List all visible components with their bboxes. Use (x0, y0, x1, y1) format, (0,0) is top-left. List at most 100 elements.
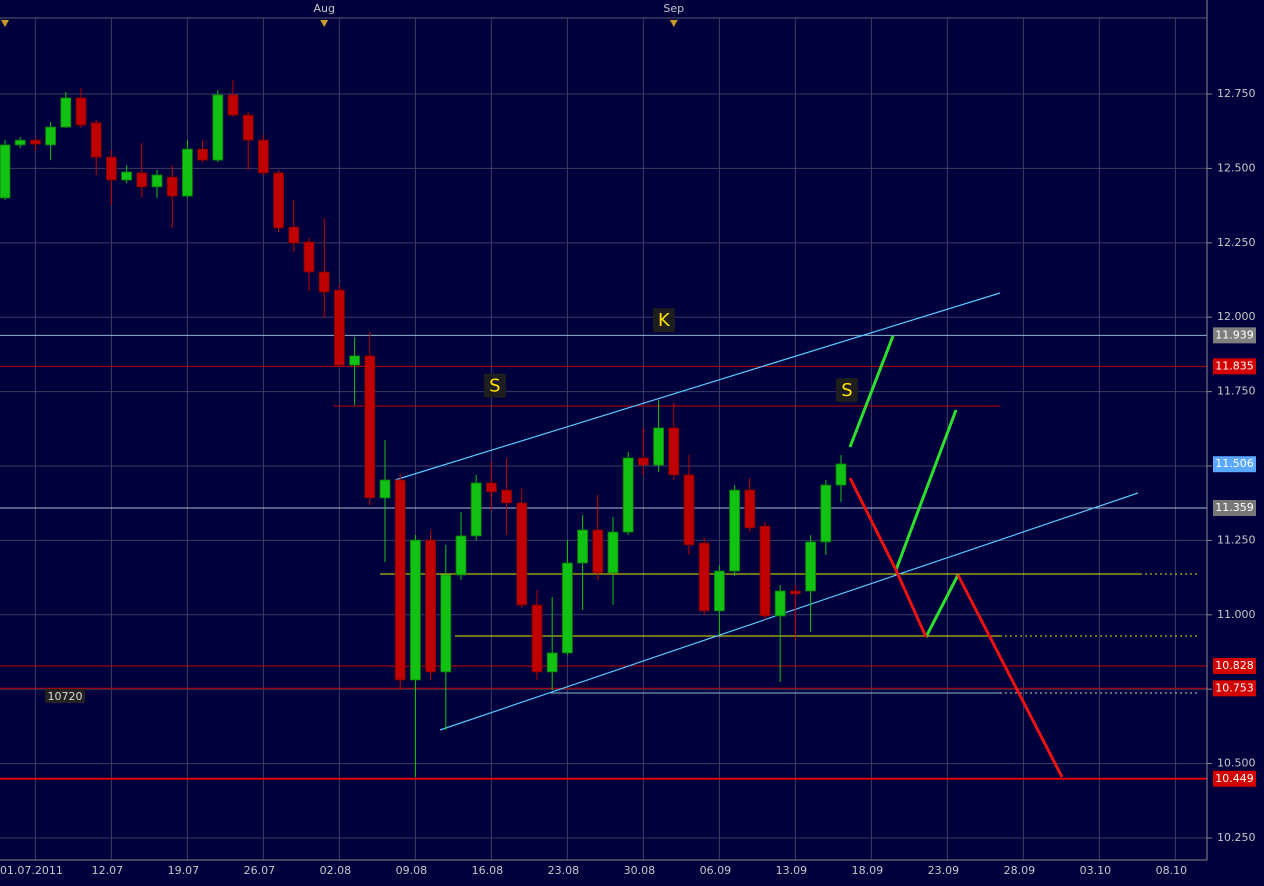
axes (0, 0, 1208, 861)
candle-body (774, 590, 786, 617)
candle-body (45, 126, 57, 146)
annotation-box (835, 378, 858, 403)
candle-body (744, 489, 756, 529)
candle-body (470, 482, 482, 537)
annotation-box (652, 308, 675, 333)
candle-body (212, 94, 224, 161)
candle-body (182, 148, 193, 197)
x-tick-label: 12.07 (92, 864, 124, 877)
y-tick-label: 11.750 (1217, 385, 1256, 398)
y-tick-label: 12.000 (1217, 310, 1256, 323)
x-tick-label: 23.09 (928, 864, 960, 877)
candle-body (683, 474, 695, 546)
candle-body (121, 171, 133, 181)
candle-body (318, 271, 330, 293)
month-marker (320, 20, 329, 27)
candle-body (349, 355, 361, 366)
candle-body (486, 482, 497, 493)
x-tick-label: 19.07 (168, 864, 200, 877)
candle-body (835, 463, 847, 486)
candle-body (334, 289, 345, 366)
level-box (1213, 499, 1256, 516)
candle-body (668, 427, 680, 476)
annotation-box (45, 689, 86, 704)
y-tick-label: 12.750 (1217, 87, 1256, 100)
candle-body (637, 457, 649, 466)
y-tick-label: 10.500 (1217, 757, 1256, 770)
candle-body (622, 457, 634, 533)
y-tick-label: 12.500 (1217, 161, 1256, 174)
level-box (1213, 680, 1256, 697)
candle-body (242, 114, 254, 141)
drawings (333, 292, 1197, 731)
candle-body (379, 479, 391, 499)
candle-body (653, 427, 664, 466)
candle-body (607, 531, 619, 574)
candle-body (0, 144, 11, 199)
level-label: 11.506 (1215, 457, 1254, 470)
candle-body (90, 122, 102, 158)
level-box (1213, 327, 1256, 344)
level-box (1213, 657, 1256, 674)
month-marker (669, 20, 678, 27)
candle-body (273, 172, 285, 229)
candle-body (197, 148, 209, 161)
candle-body (227, 94, 239, 116)
x-tick-label: 01.07.2011 (0, 864, 63, 877)
y-tick-label: 11.250 (1217, 533, 1256, 546)
candle-body (410, 539, 421, 681)
candle-body (394, 479, 406, 681)
y-tick-label: 10.250 (1217, 831, 1256, 844)
candle-body (440, 574, 452, 673)
level-label: 11.939 (1215, 328, 1254, 341)
candle-body (166, 176, 178, 197)
x-tick-label: 28.09 (1004, 864, 1036, 877)
channel-top (394, 292, 1001, 481)
candle-body (288, 226, 300, 244)
candle-body (516, 502, 528, 606)
projections (848, 335, 1064, 778)
x-tick-label: 02.08 (320, 864, 352, 877)
y-tick-label: 11.000 (1217, 608, 1256, 621)
bear-path (848, 477, 928, 638)
candle-body (501, 489, 513, 504)
candle-body (729, 489, 740, 572)
level-box (1213, 770, 1256, 787)
candle-body (60, 97, 72, 128)
candle-body (592, 529, 604, 574)
candle-body (106, 156, 117, 181)
level-box (1213, 358, 1256, 375)
annotation: 10720 (48, 690, 83, 703)
candle-body (531, 604, 543, 673)
x-tick-label: 13.09 (776, 864, 808, 877)
candle-body (759, 525, 771, 617)
x-tick-label: 03.10 (1080, 864, 1112, 877)
bull-arrow (924, 574, 960, 638)
candle-body (455, 535, 467, 576)
bull-arrow (894, 409, 958, 571)
candle-body (546, 652, 558, 673)
candle-body (75, 97, 87, 126)
annotation: S (489, 376, 500, 397)
x-tick-label: 09.08 (396, 864, 428, 877)
candle-body (151, 174, 163, 188)
x-tick-label: 26.07 (244, 864, 276, 877)
x-tick-label: 18.09 (852, 864, 884, 877)
candle-body (14, 139, 26, 146)
month-marker (1, 20, 9, 27)
level-box (1213, 456, 1256, 473)
level-label: 10.828 (1215, 659, 1254, 672)
annotation-box (483, 373, 506, 398)
candles (0, 80, 847, 777)
x-tick-label: 06.09 (700, 864, 732, 877)
month-label: Sep (663, 2, 684, 15)
candle-body (789, 590, 801, 595)
candle-body (258, 139, 269, 174)
x-tick-label: 30.08 (624, 864, 656, 877)
candle-body (303, 241, 315, 273)
candle-body (136, 172, 148, 188)
candle-body (30, 139, 41, 145)
x-tick-label: 08.10 (1156, 864, 1188, 877)
